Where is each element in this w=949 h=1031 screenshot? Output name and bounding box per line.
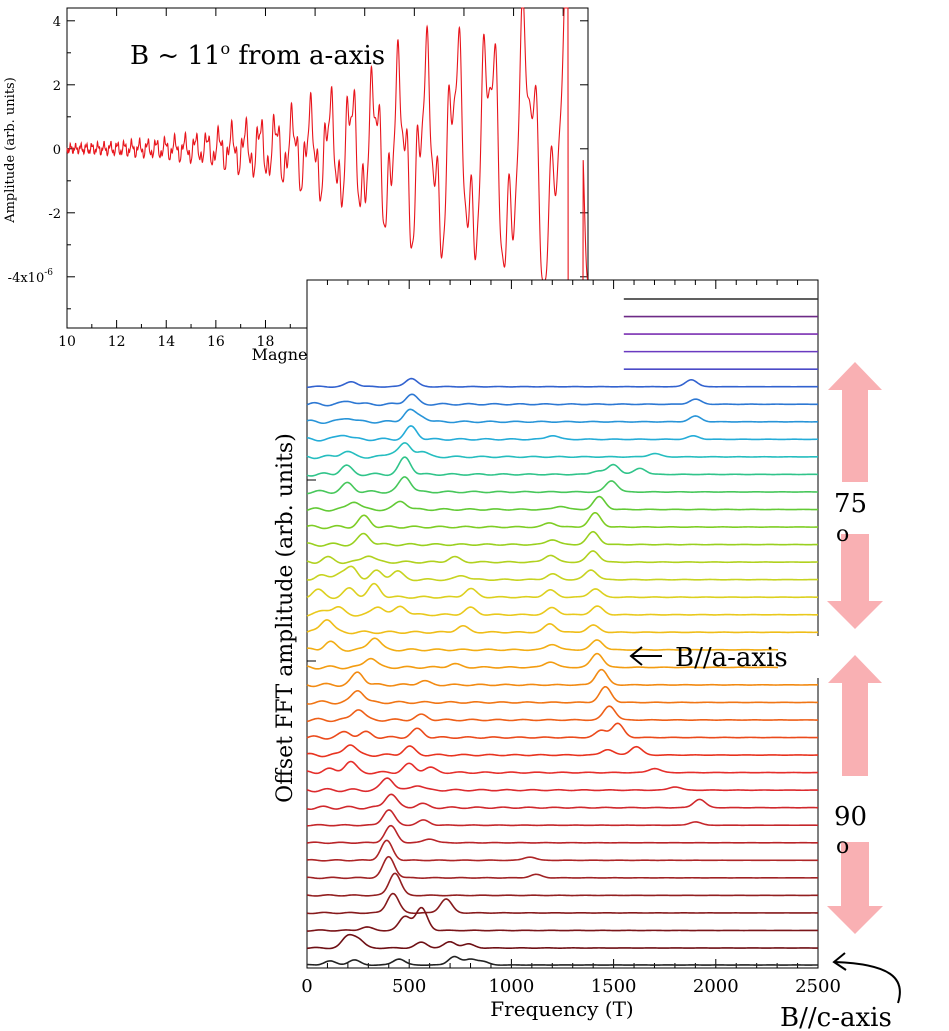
top-chart: 1012141618202224262830 420-2-4x10-6 Magn… — [3, 7, 589, 364]
fft-series-line — [306, 793, 819, 811]
fft-ylabel: Offset FFT amplitude (arb. units) — [273, 433, 298, 803]
fft-series-line — [306, 425, 819, 442]
top-plot-frame — [66, 7, 589, 329]
fft-plot-frame — [306, 279, 819, 969]
angle-label-75: 75 — [834, 489, 867, 519]
rotation-arrows — [827, 362, 883, 934]
fft-chart: 0 500 1000 1500 2000 2500 Frequency (T) Offse… — [273, 279, 841, 1021]
arrow-up-lower — [828, 655, 882, 776]
top-y-tick-label: 0 — [53, 143, 61, 158]
fft-series-line — [306, 824, 818, 845]
top-x-tick-label: 12 — [108, 334, 126, 350]
fft-series-group — [306, 298, 819, 967]
fft-series-line — [306, 872, 818, 897]
fft-x-ticks: 0 500 1000 1500 2000 2500 — [301, 280, 841, 997]
fft-series-line — [306, 442, 819, 460]
top-y-tick-label: -4x10-6 — [8, 268, 54, 286]
fft-series-line — [307, 906, 819, 932]
fft-series-line — [306, 744, 819, 758]
fft-series-line — [306, 377, 819, 389]
fft-series-line — [306, 855, 819, 880]
top-y-tick-label: 4 — [53, 15, 61, 30]
top-annotation: B ~ 11o from a-axis — [130, 39, 385, 71]
fft-x-tick-label: 2500 — [795, 976, 841, 997]
fft-series-line — [306, 760, 819, 775]
fft-series-line — [306, 809, 819, 827]
fft-series-line — [306, 408, 819, 425]
top-x-tick-label: 14 — [157, 334, 175, 350]
arrow-up-upper — [828, 362, 882, 482]
arrow-down-upper — [827, 534, 883, 629]
fft-series-line — [306, 839, 819, 862]
fft-series-line — [306, 777, 819, 793]
c-axis-pointer: B//c-axis — [780, 952, 901, 1031]
top-y-tick-label: -2 — [48, 207, 61, 222]
angle-label-90: 90 — [834, 802, 867, 832]
fft-xlabel: Frequency (T) — [490, 997, 633, 1021]
fft-series-line — [306, 456, 819, 477]
fft-series-line — [306, 652, 819, 670]
fft-series-line — [306, 933, 818, 950]
fft-x-tick-label: 1000 — [488, 976, 534, 997]
top-annotation-sup: o — [221, 39, 231, 58]
fft-series-line — [306, 476, 819, 495]
fft-series-line — [306, 722, 819, 740]
top-annotation-tail: from a-axis — [230, 41, 385, 71]
fft-series-line — [306, 668, 819, 688]
fft-x-tick-label: 1500 — [591, 976, 637, 997]
angle-degree-75: o — [836, 522, 849, 547]
a-axis-arrow-head — [629, 646, 643, 666]
top-x-tick-label: 18 — [257, 334, 275, 350]
top-x-tick-label: 10 — [58, 334, 76, 350]
fft-series-line — [306, 685, 819, 705]
fft-series-line — [306, 619, 819, 635]
fft-frame-mask — [588, 281, 623, 366]
angle-degree-90: o — [836, 834, 849, 859]
fft-x-tick-label: 0 — [301, 976, 312, 997]
c-axis-arrow-curve — [834, 961, 901, 1004]
top-ylabel: Amplitude (arb. units) — [3, 77, 18, 224]
top-y-tick-label: 2 — [53, 79, 61, 94]
a-axis-label-backdrop — [778, 636, 828, 678]
fft-series-line — [306, 530, 819, 547]
fft-bottom-trace — [306, 955, 818, 967]
fft-series-line — [306, 705, 819, 723]
c-axis-arrow-head — [832, 952, 847, 971]
top-annotation-main: B ~ 11 — [130, 41, 221, 71]
fft-x-tick-label: 500 — [392, 976, 426, 997]
top-x-tick-label: 16 — [207, 334, 225, 350]
top-series-line — [66, 7, 589, 312]
fft-series-line — [306, 637, 819, 652]
fft-series-line — [306, 565, 819, 582]
fft-series-line — [306, 605, 818, 617]
arrow-down-lower — [827, 842, 883, 934]
fft-series-line — [306, 511, 819, 530]
fft-series-line — [306, 582, 819, 600]
a-axis-pointer: B//a-axis — [629, 636, 828, 678]
a-axis-label: B//a-axis — [675, 643, 788, 673]
fft-series-line — [306, 550, 818, 565]
fft-x-tick-label: 2000 — [693, 976, 739, 997]
fft-series-line — [306, 892, 819, 915]
fft-series-line — [306, 495, 819, 512]
fft-series-line — [306, 393, 819, 407]
c-axis-label: B//c-axis — [780, 1003, 892, 1031]
